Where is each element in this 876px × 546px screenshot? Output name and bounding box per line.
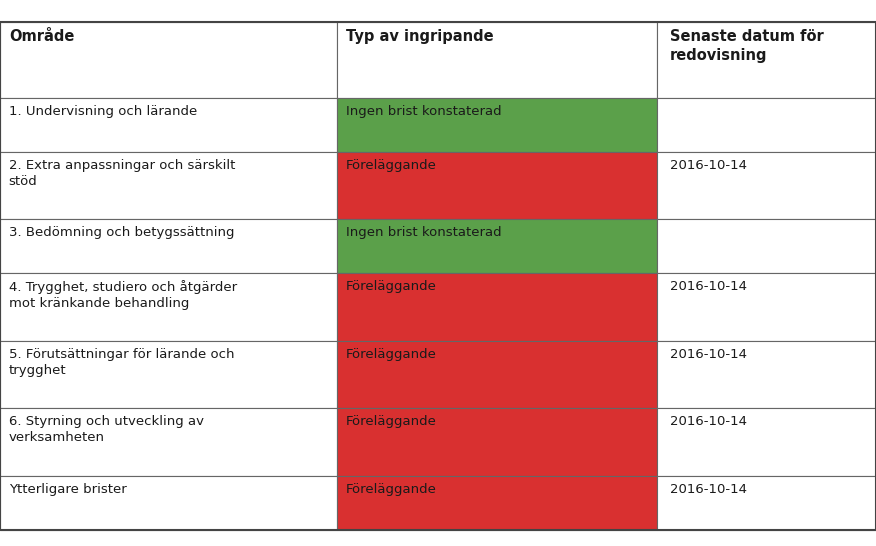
Bar	[0, 152, 337, 219]
Text: 2016-10-14: 2016-10-14	[670, 416, 747, 429]
Bar	[657, 341, 876, 408]
Text: 4. Trygghet, studiero och åtgärder
mot kränkande behandling: 4. Trygghet, studiero och åtgärder mot k…	[9, 280, 237, 310]
Text: Föreläggande: Föreläggande	[346, 416, 437, 429]
Bar	[0, 341, 337, 408]
Text: Typ av ingripande: Typ av ingripande	[346, 29, 494, 44]
Bar	[337, 341, 657, 408]
Text: 2. Extra anpassningar och särskilt
stöd: 2. Extra anpassningar och särskilt stöd	[9, 159, 235, 188]
Bar	[657, 219, 876, 273]
Bar	[337, 219, 657, 273]
Bar	[337, 98, 657, 152]
Bar	[657, 22, 876, 98]
Bar	[657, 476, 876, 530]
Bar	[0, 22, 337, 98]
Bar	[337, 22, 657, 98]
Bar	[337, 408, 657, 476]
Text: Ingen brist konstaterad: Ingen brist konstaterad	[346, 227, 502, 239]
Text: 6. Styrning och utveckling av
verksamheten: 6. Styrning och utveckling av verksamhet…	[9, 416, 204, 444]
Text: 1. Undervisning och lärande: 1. Undervisning och lärande	[9, 105, 197, 118]
Text: 5. Förutsättningar för lärande och
trygghet: 5. Förutsättningar för lärande och trygg…	[9, 348, 234, 377]
Text: Ingen brist konstaterad: Ingen brist konstaterad	[346, 105, 502, 118]
Bar	[657, 98, 876, 152]
Bar	[0, 98, 337, 152]
Bar	[337, 273, 657, 341]
Text: Senaste datum för
redovisning: Senaste datum för redovisning	[670, 29, 824, 63]
Text: Föreläggande: Föreläggande	[346, 159, 437, 171]
Bar	[657, 273, 876, 341]
Text: 2016-10-14: 2016-10-14	[670, 159, 747, 171]
Text: 2016-10-14: 2016-10-14	[670, 348, 747, 361]
Text: Föreläggande: Föreläggande	[346, 280, 437, 293]
Text: Område: Område	[9, 29, 74, 44]
Bar	[0, 476, 337, 530]
Bar	[0, 219, 337, 273]
Bar	[0, 273, 337, 341]
Text: 2016-10-14: 2016-10-14	[670, 483, 747, 496]
Bar	[0, 408, 337, 476]
Text: Föreläggande: Föreläggande	[346, 348, 437, 361]
Bar	[657, 152, 876, 219]
Text: Föreläggande: Föreläggande	[346, 483, 437, 496]
Text: 2016-10-14: 2016-10-14	[670, 280, 747, 293]
Bar	[337, 152, 657, 219]
Bar	[337, 476, 657, 530]
Text: 3. Bedömning och betygssättning: 3. Bedömning och betygssättning	[9, 227, 234, 239]
Text: Ytterligare brister: Ytterligare brister	[9, 483, 126, 496]
Bar	[657, 408, 876, 476]
